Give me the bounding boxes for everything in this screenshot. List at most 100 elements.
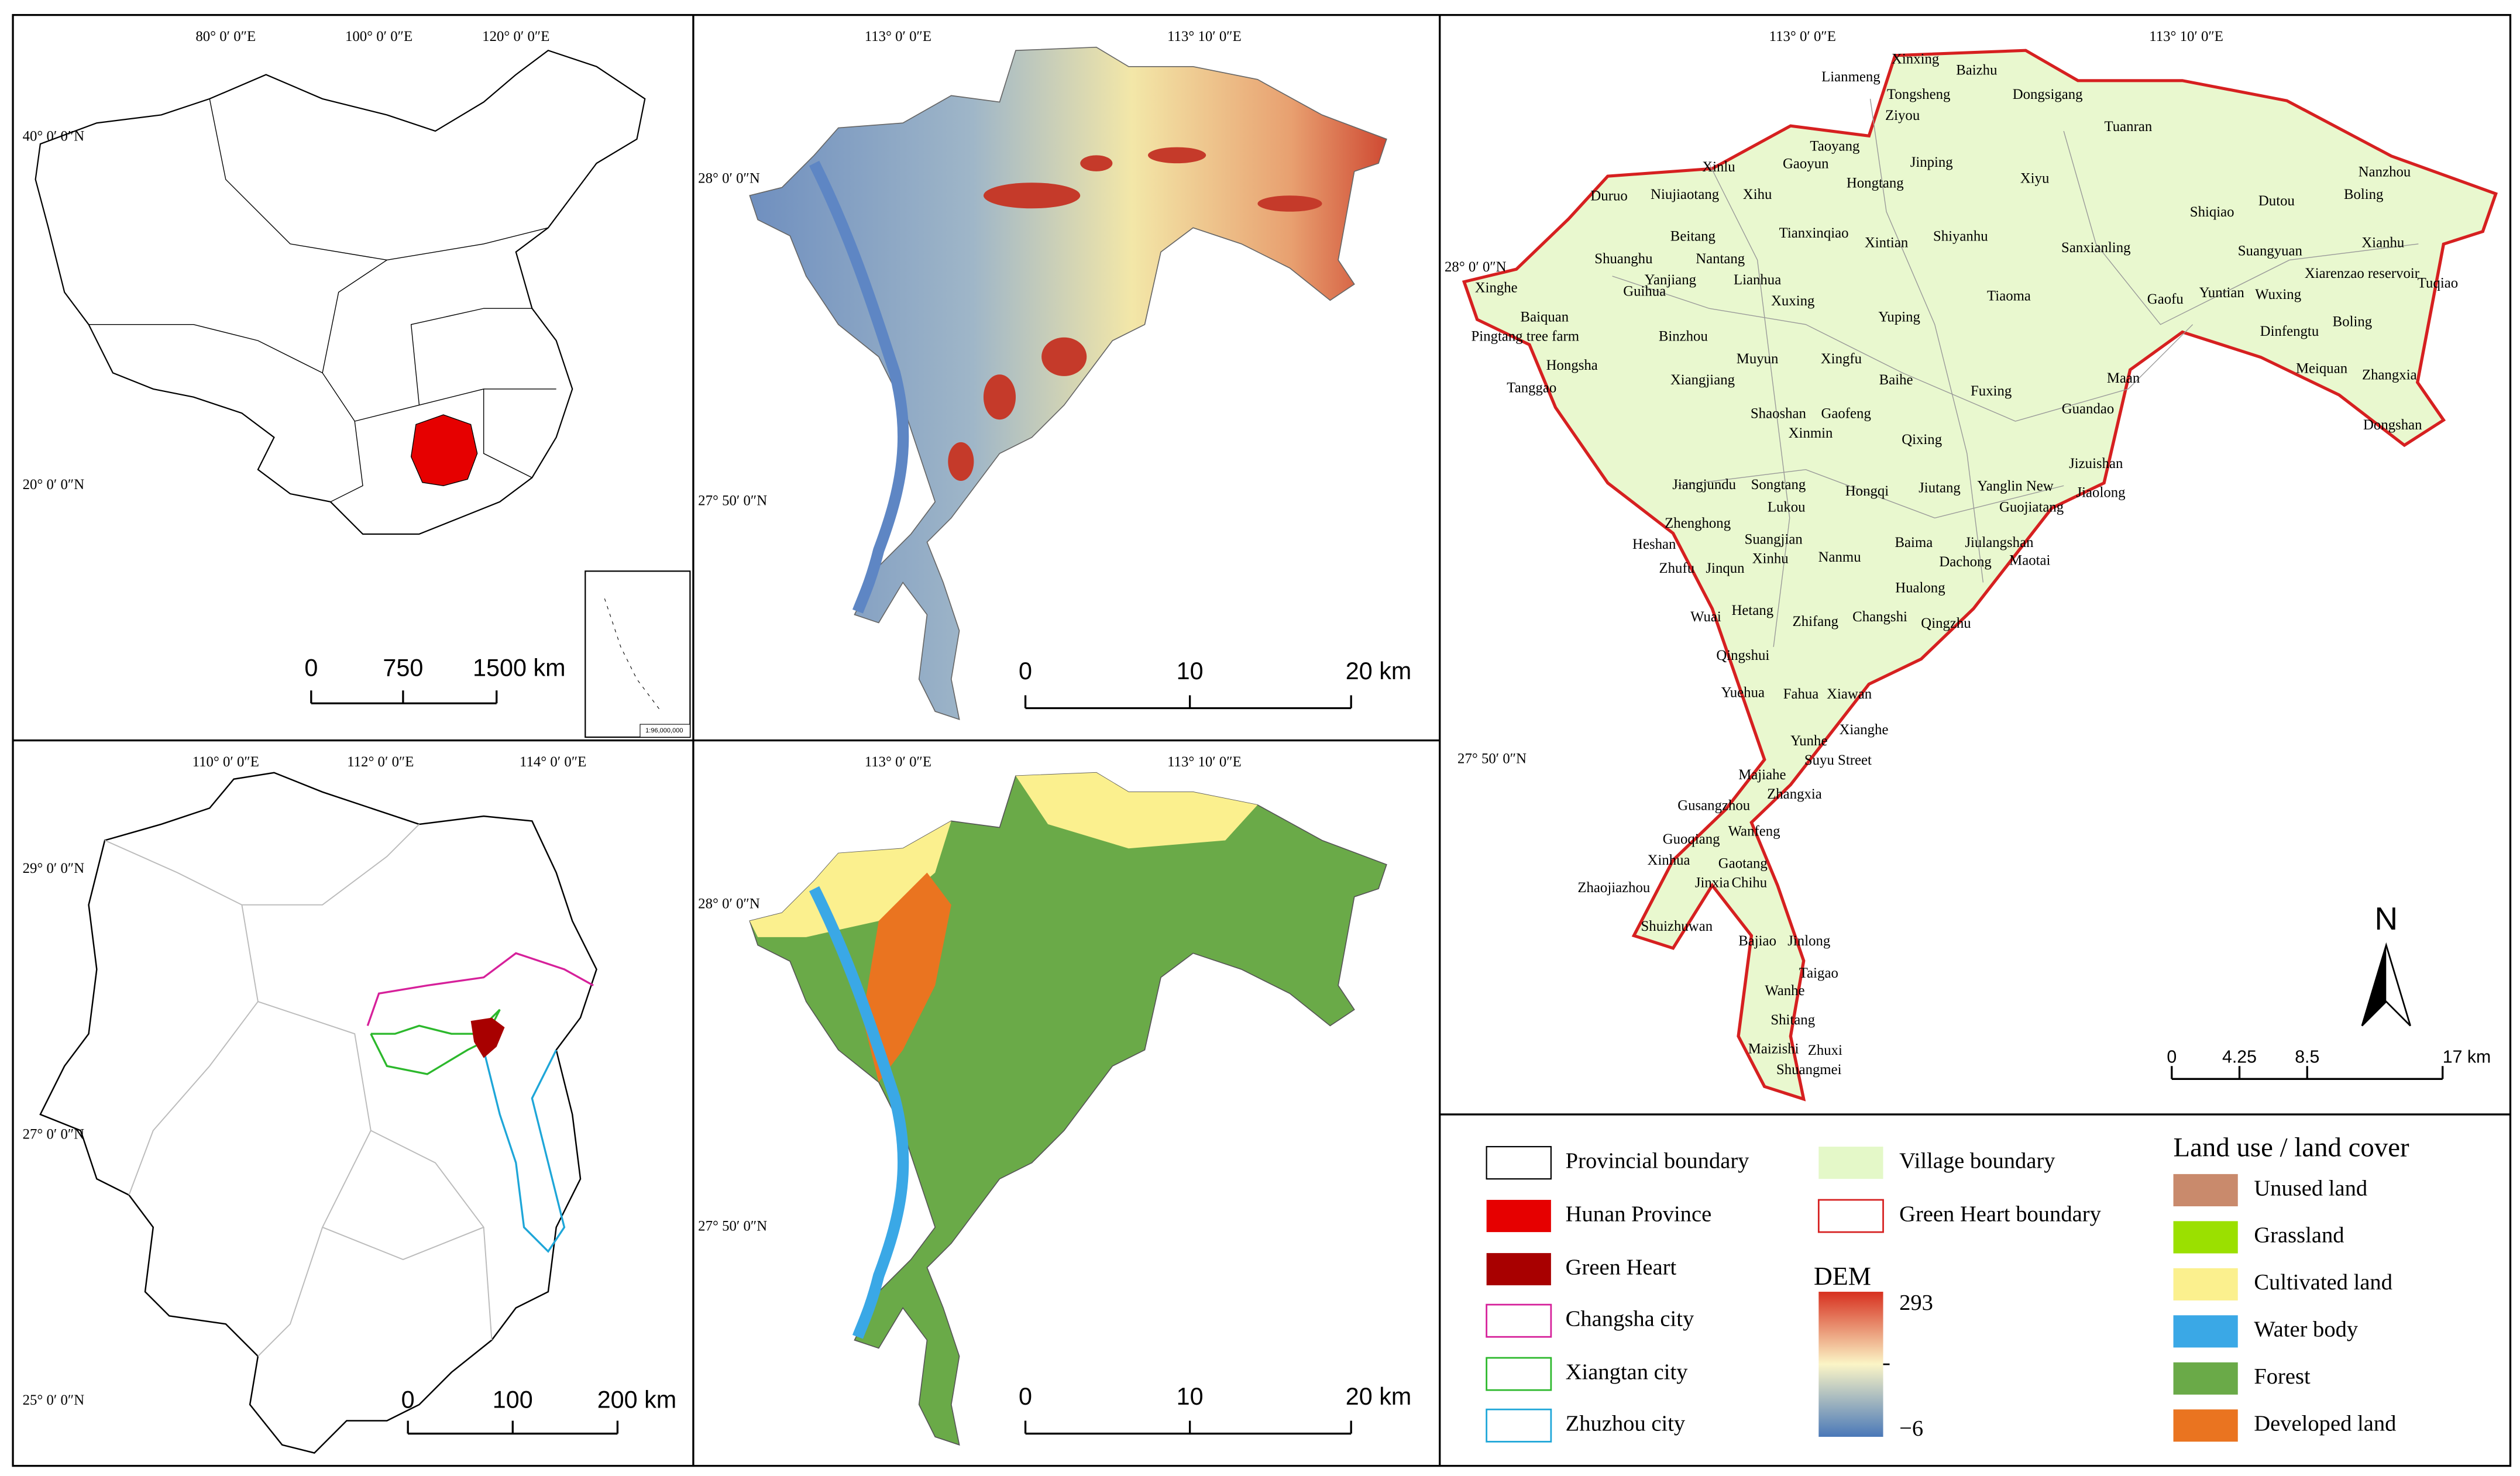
- lon-label: 113° 10′ 0″E: [2149, 29, 2223, 44]
- swatch-gh-boundary: [1817, 1199, 1884, 1233]
- village-label: Fuxing: [1971, 383, 2012, 399]
- lon-label: 120° 0′ 0″E: [482, 29, 549, 44]
- lat-label: 20° 0′ 0″N: [23, 477, 85, 493]
- scale-label: 200 km: [597, 1386, 677, 1413]
- village-label: Yuping: [1878, 309, 1920, 325]
- scale-label: 0: [1019, 1383, 1032, 1410]
- village-label: Hetang: [1732, 603, 1774, 618]
- province-line: [410, 308, 532, 405]
- village-label: Duruo: [1590, 188, 1627, 204]
- dem-high: [983, 374, 1016, 420]
- scale-label: 17 km: [2443, 1047, 2491, 1066]
- lat-label: 29° 0′ 0″N: [23, 861, 85, 876]
- village-label: Jinlong: [1787, 933, 1830, 949]
- scale-label: 0: [304, 654, 318, 681]
- lat-label: 28° 0′ 0″N: [1445, 259, 1507, 275]
- village-label: Xiawan: [1827, 686, 1872, 702]
- village-label: Dachong: [1939, 554, 1992, 570]
- village-label: Chihu: [1732, 875, 1768, 891]
- province-line: [209, 98, 549, 261]
- swatch-zhuzhou: [1486, 1408, 1552, 1443]
- dem-high: [1147, 147, 1206, 164]
- landcover-label: Developed land: [2254, 1412, 2396, 1436]
- legend-swatches: [1486, 1145, 1884, 1443]
- swatch-green-heart: [1486, 1253, 1551, 1286]
- village-line: [1676, 469, 2064, 519]
- village-label: Xianhu: [2361, 235, 2404, 251]
- village-label: Qingshui: [1716, 648, 1769, 663]
- hunan-map: [39, 772, 597, 1454]
- village-line: [1708, 163, 1790, 647]
- prefecture-line: [370, 1130, 493, 1340]
- village-label: Maan: [2107, 370, 2140, 386]
- village-label: Niujiaotang: [1651, 187, 1719, 202]
- village-label: Zhenghong: [1665, 515, 1731, 531]
- scale-label: 4.25: [2222, 1047, 2257, 1066]
- lon-label: 100° 0′ 0″E: [345, 29, 412, 44]
- scale-label: 0: [401, 1386, 415, 1413]
- green-heart-highlight: [470, 1017, 505, 1058]
- village-label: Tiaoma: [1987, 288, 2031, 304]
- village-label: Xiarenzao reservoir: [2305, 266, 2420, 281]
- lon-label: 113° 10′ 0″E: [1167, 754, 1242, 770]
- north-arrow-half: [2361, 945, 2387, 1026]
- village-label: Yuntian: [2199, 285, 2245, 301]
- village-label: Guandao: [2062, 401, 2115, 417]
- lon-label: 110° 0′ 0″E: [192, 754, 259, 770]
- village-label: Beitang: [1670, 229, 1715, 245]
- village-label: Taigao: [1799, 965, 1838, 981]
- dem-high: [1257, 195, 1322, 212]
- scale-label: 750: [383, 654, 423, 681]
- village-label: Muyun: [1737, 351, 1779, 367]
- village-line: [1612, 276, 2194, 422]
- lon-label: 113° 10′ 0″E: [1167, 29, 1242, 44]
- village-label: Suangyuan: [2238, 243, 2303, 259]
- village-label: Suangjian: [1745, 532, 1803, 548]
- village-label: Lukou: [1768, 500, 1806, 515]
- dem-title: DEM: [1814, 1262, 1871, 1291]
- scale-label: 10: [1177, 658, 1204, 684]
- village-label: Zhangxia: [2362, 367, 2417, 383]
- china-outline: [35, 50, 646, 535]
- village-label: Shuizhuwan: [1641, 918, 1713, 934]
- village-label: Jinqun: [1706, 560, 1745, 576]
- swatch-provincial: [1486, 1145, 1552, 1180]
- village-line: [2063, 130, 2419, 325]
- landcover-label: Cultivated land: [2254, 1270, 2392, 1295]
- landuse-river: [809, 886, 909, 1339]
- lon-label: 112° 0′ 0″E: [347, 754, 414, 770]
- village-label: Nanzhou: [2359, 164, 2411, 180]
- legend-label: Green Heart boundary: [1899, 1202, 2101, 1226]
- lat-label: 40° 0′ 0″N: [23, 129, 85, 144]
- dem-high: [983, 183, 1081, 209]
- village-label: Gusangzhou: [1677, 797, 1750, 813]
- village-label: Xianghe: [1839, 722, 1888, 738]
- zhuzhou-boundary: [483, 1049, 566, 1253]
- xiangtan-boundary: [370, 1009, 501, 1075]
- village-label: Jiangjundu: [1672, 477, 1736, 493]
- legend-label: Hunan Province: [1566, 1202, 1712, 1226]
- village-label: Hongqi: [1845, 483, 1889, 499]
- lon-label: 114° 0′ 0″E: [520, 754, 586, 770]
- village-label: Jiaolong: [2076, 485, 2126, 501]
- village-label: Xihu: [1743, 187, 1772, 202]
- village-label: Shiyanhu: [1933, 229, 1988, 245]
- village-label: Yanglin New: [1977, 479, 2054, 494]
- village-label: Shitang: [1770, 1012, 1815, 1028]
- landuse-map: [748, 772, 1388, 1446]
- village-label: Nantang: [1696, 251, 1745, 267]
- village-label: Tuanran: [2105, 119, 2153, 135]
- legend-label: Village boundary: [1899, 1148, 2055, 1173]
- village-label: Jiulangshan: [1965, 535, 2034, 551]
- village-label: Tianxinqiao: [1779, 225, 1849, 241]
- prefecture-line: [322, 1226, 484, 1260]
- village-label: Changshi: [1852, 609, 1907, 625]
- village-label: Meiquan: [2296, 361, 2348, 377]
- dem-max: 293: [1899, 1291, 1933, 1315]
- village-label: Xingfu: [1821, 351, 1862, 367]
- legend-label: Changsha city: [1566, 1306, 1694, 1331]
- scale-label: 0: [2167, 1047, 2177, 1066]
- prefecture-line: [128, 904, 259, 1196]
